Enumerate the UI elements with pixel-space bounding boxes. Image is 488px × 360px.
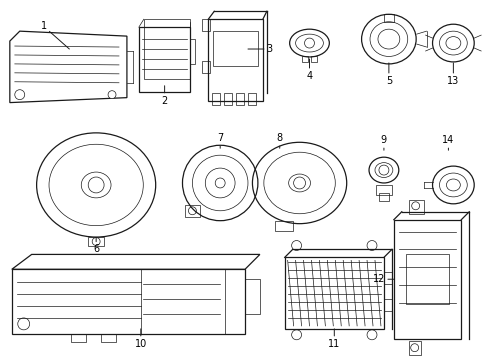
Bar	[139, 27, 190, 92]
Bar	[212, 93, 220, 105]
Bar	[247, 93, 255, 105]
Bar	[301, 56, 307, 62]
Bar	[405, 255, 448, 304]
Text: 14: 14	[441, 135, 454, 150]
Bar	[244, 279, 259, 314]
Text: 1: 1	[41, 21, 69, 49]
Bar	[375, 185, 391, 195]
Text: 8: 8	[276, 133, 282, 148]
Bar	[208, 19, 263, 100]
Bar	[378, 193, 388, 201]
Bar	[202, 19, 210, 31]
Bar	[383, 14, 393, 22]
Bar	[236, 93, 244, 105]
Text: 6: 6	[93, 238, 99, 255]
Text: 4: 4	[306, 59, 312, 81]
Text: 2: 2	[161, 86, 167, 105]
Text: 13: 13	[447, 63, 459, 86]
Bar	[284, 257, 383, 329]
Circle shape	[108, 91, 116, 99]
Text: 12: 12	[372, 274, 393, 284]
Bar	[224, 93, 232, 105]
Bar	[12, 269, 244, 334]
Text: 5: 5	[385, 63, 391, 86]
Text: 11: 11	[327, 329, 340, 349]
Text: 7: 7	[217, 133, 223, 148]
Bar	[202, 61, 210, 73]
Bar	[213, 31, 257, 66]
Bar	[185, 205, 200, 217]
Text: 10: 10	[134, 329, 146, 349]
Circle shape	[15, 90, 25, 100]
Bar	[383, 299, 391, 311]
Bar	[101, 334, 116, 342]
Bar	[71, 334, 86, 342]
Bar	[190, 39, 195, 64]
Bar	[393, 220, 460, 339]
Bar	[408, 341, 420, 355]
Bar	[141, 269, 224, 334]
Bar	[143, 19, 190, 79]
Bar	[274, 221, 292, 231]
Text: 9: 9	[380, 135, 386, 150]
Bar	[408, 200, 423, 214]
Bar	[88, 237, 104, 247]
Text: 3: 3	[247, 44, 272, 54]
Bar	[311, 56, 317, 62]
Bar	[383, 272, 391, 284]
